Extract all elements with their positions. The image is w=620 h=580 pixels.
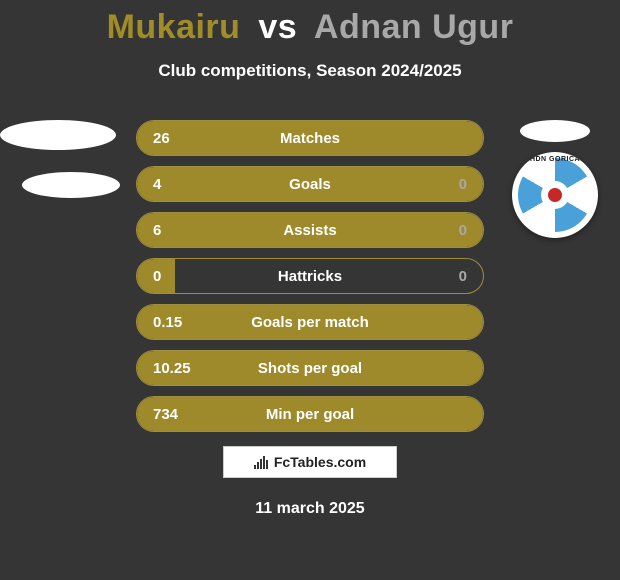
stat-label: Goals — [207, 176, 413, 193]
subtitle: Club competitions, Season 2024/2025 — [0, 61, 620, 81]
stat-label: Matches — [207, 130, 413, 147]
decor-ellipse — [22, 172, 120, 198]
stat-left-value: 26 — [137, 130, 207, 147]
stat-row: 0.15Goals per match — [136, 304, 484, 340]
stat-row: 26Matches — [136, 120, 484, 156]
stat-left-value: 6 — [137, 222, 207, 239]
club-crest: HDN GORICA — [512, 152, 598, 238]
stat-label: Assists — [207, 222, 413, 239]
stat-row: 734Min per goal — [136, 396, 484, 432]
stats-rows: 26Matches4Goals06Assists00Hattricks00.15… — [136, 120, 484, 442]
stat-left-value: 0.15 — [137, 314, 207, 331]
left-decor — [0, 120, 130, 220]
stat-left-value: 10.25 — [137, 360, 207, 377]
fctables-logo: FcTables.com — [223, 446, 397, 478]
logo-bars-icon — [254, 455, 270, 469]
decor-ellipse — [0, 120, 116, 150]
comparison-title: Mukairu vs Adnan Ugur — [0, 0, 620, 47]
crest-center — [541, 181, 569, 209]
stat-row: 4Goals0 — [136, 166, 484, 202]
stat-row: 6Assists0 — [136, 212, 484, 248]
stat-row: 10.25Shots per goal — [136, 350, 484, 386]
stat-left-value: 4 — [137, 176, 207, 193]
stat-label: Hattricks — [207, 268, 413, 285]
stat-label: Shots per goal — [207, 360, 413, 377]
date-label: 11 march 2025 — [0, 500, 620, 518]
player2-name: Adnan Ugur — [314, 8, 514, 46]
stat-right-value: 0 — [413, 222, 483, 239]
stat-label: Goals per match — [207, 314, 413, 331]
player1-name: Mukairu — [107, 8, 241, 46]
crest-text: HDN GORICA — [512, 156, 598, 163]
stat-right-value: 0 — [413, 176, 483, 193]
vs-label: vs — [258, 8, 297, 46]
stat-right-value: 0 — [413, 268, 483, 285]
stat-row: 0Hattricks0 — [136, 258, 484, 294]
right-badge-group: HDN GORICA — [500, 120, 610, 238]
stat-label: Min per goal — [207, 406, 413, 423]
decor-ellipse — [520, 120, 590, 142]
crest-dot — [548, 188, 562, 202]
stat-left-value: 734 — [137, 406, 207, 423]
logo-text: FcTables.com — [274, 454, 366, 470]
stat-left-value: 0 — [137, 268, 207, 285]
